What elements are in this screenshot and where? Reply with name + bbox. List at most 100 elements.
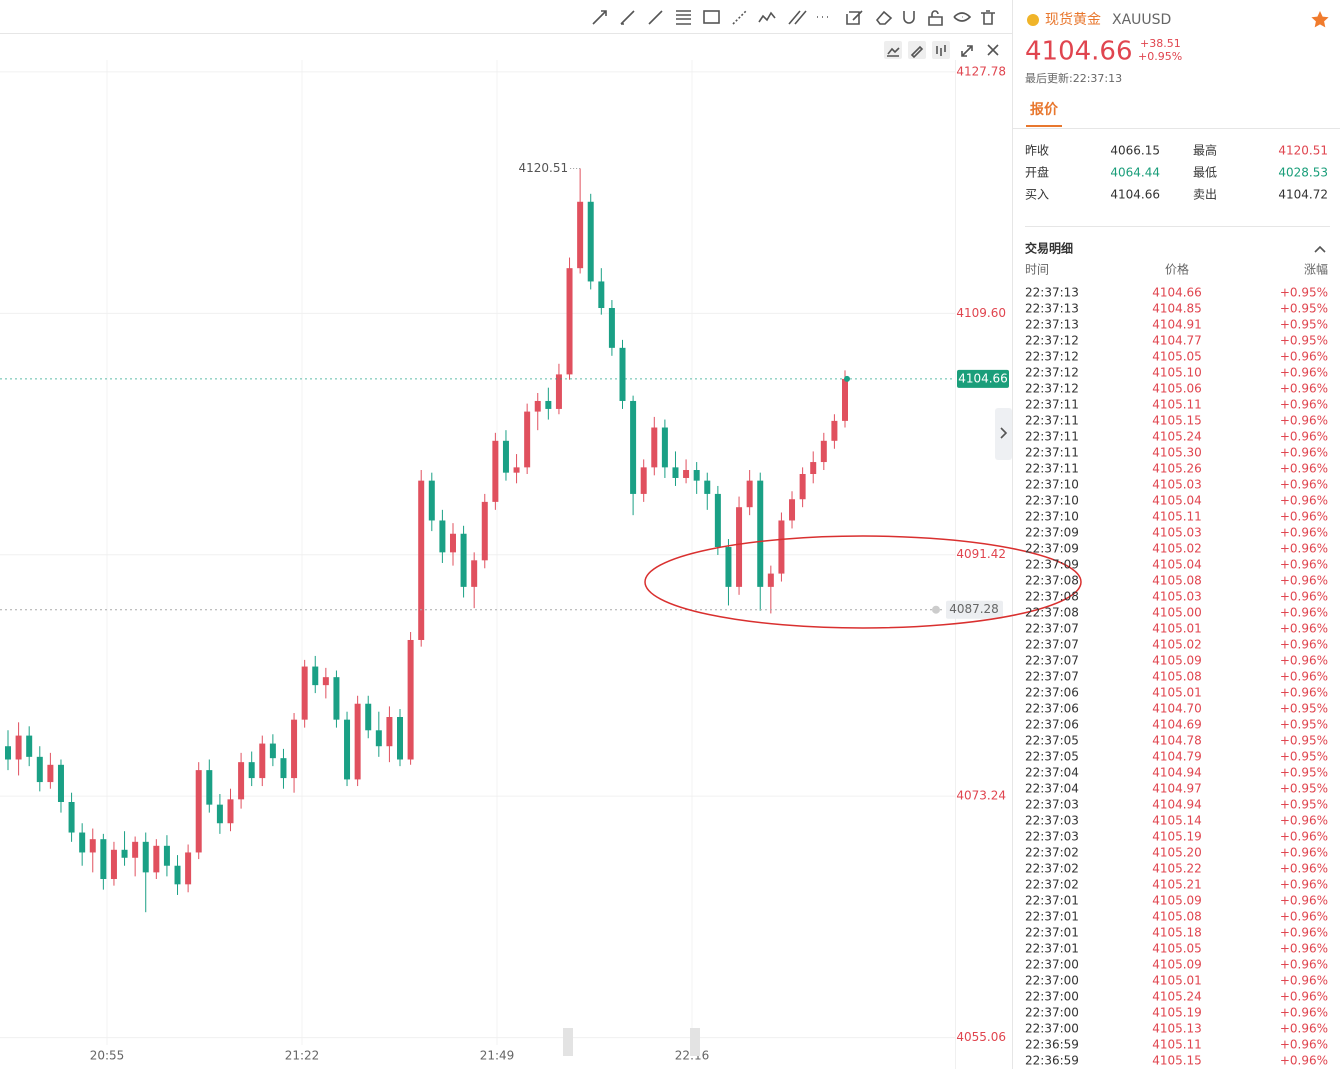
trade-time: 22:37:10 [1025,494,1079,508]
candle-body [449,533,456,553]
tool-magnet[interactable] [903,11,915,24]
candle-body [365,703,372,731]
candle-body [121,849,128,858]
tool-line[interactable] [620,10,635,25]
trade-time: 22:37:00 [1025,958,1079,972]
stat-label: 买入 [1025,188,1049,202]
trade-time: 22:37:05 [1025,734,1079,748]
candle-body [630,400,637,494]
candle-body [291,719,298,779]
trade-price: 4105.14 [1152,814,1202,828]
trade-price: 4105.03 [1152,478,1202,492]
trade-time: 22:37:08 [1025,574,1079,588]
candle-body [185,852,192,885]
tab-quote[interactable]: 报价 [1030,102,1059,118]
trade-time: 22:37:07 [1025,622,1079,636]
candle-body [344,719,351,780]
trade-time: 22:37:06 [1025,702,1079,716]
tool-wave[interactable] [758,11,776,23]
tool-lock[interactable] [928,10,943,26]
tool-eye[interactable] [953,12,972,22]
candle-body [206,770,213,805]
trade-change: +0.96% [1280,462,1328,476]
ctrl-close[interactable] [987,44,999,56]
trade-change: +0.96% [1280,622,1328,636]
trade-change: +0.96% [1280,974,1328,988]
tool-ray[interactable] [592,10,607,25]
trade-price: 4104.66 [1152,286,1202,300]
trade-time: 22:37:10 [1025,478,1079,492]
trade-price: 4105.00 [1152,606,1202,620]
panel-toggle[interactable] [995,408,1012,460]
trade-time: 22:37:11 [1025,414,1079,428]
tool-channel[interactable] [788,10,807,25]
trade-change: +0.96% [1280,638,1328,652]
trade-price: 4105.18 [1152,926,1202,940]
scroll-handle[interactable] [563,1028,573,1056]
trade-price: 4105.08 [1152,670,1202,684]
candle-body [524,411,531,468]
stat-value: 4028.53 [1278,166,1328,180]
trade-price: 4105.09 [1152,958,1202,972]
scroll-handle[interactable] [690,1028,700,1056]
trade-change: +0.96% [1280,958,1328,972]
candle-body [174,865,181,885]
stat-label: 最低 [1193,166,1217,180]
trade-time: 22:37:13 [1025,286,1079,300]
candle-body [36,756,43,783]
candle-body [651,427,658,468]
trade-change: +0.96% [1280,846,1328,860]
trade-change: +0.96% [1280,510,1328,524]
candle-body [566,268,573,375]
trade-price: 4105.01 [1152,974,1202,988]
collapse[interactable] [1314,245,1326,253]
trade-price: 4105.15 [1152,414,1202,428]
ctrl-expand[interactable] [961,45,973,57]
last-price-dot [844,375,850,382]
trade-time: 22:37:13 [1025,318,1079,332]
trade-price: 4105.05 [1152,350,1202,364]
trade-change: +0.96% [1280,670,1328,684]
tool-rect[interactable] [703,10,720,24]
candle-body [163,845,170,866]
trade-change: +0.96% [1280,558,1328,572]
trade-time: 22:37:00 [1025,1006,1079,1020]
trade-price: 4105.21 [1152,878,1202,892]
trade-time: 22:37:02 [1025,846,1079,860]
trade-change: +0.96% [1280,350,1328,364]
candle-body [89,839,96,853]
candle-body [439,520,446,553]
trade-time: 22:36:59 [1025,1054,1079,1068]
col-header: 价格 [1165,262,1189,277]
trade-change: +0.96% [1280,1022,1328,1036]
candle-body [100,839,107,880]
tool-text[interactable] [846,10,863,25]
trade-time: 22:37:01 [1025,942,1079,956]
trade-price: 4104.85 [1152,302,1202,316]
tool-segment[interactable] [648,10,663,25]
trade-time: 22:37:03 [1025,830,1079,844]
tool-delete[interactable] [981,10,995,25]
trade-price: 4104.69 [1152,718,1202,732]
tool-erase[interactable] [875,10,893,25]
tool-dash[interactable] [732,10,747,25]
trade-time: 22:36:59 [1025,1038,1079,1052]
stat-label: 卖出 [1193,188,1217,202]
trade-price: 4105.02 [1152,638,1202,652]
trade-change: +0.96% [1280,494,1328,508]
trade-time: 22:37:12 [1025,366,1079,380]
tool-fib[interactable] [676,10,691,25]
y-tick-label: 4127.78 [956,64,1006,78]
trade-change: +0.96% [1280,926,1328,940]
candle-body [460,533,467,587]
trade-change: +0.95% [1280,302,1328,316]
candle-body [227,799,234,824]
candle-body [238,762,245,800]
ctrl-icon [910,45,924,59]
high-label: 4120.51 [519,161,569,175]
favorite-star[interactable] [1311,11,1329,28]
trade-time: 22:37:04 [1025,782,1079,796]
trade-time: 22:37:06 [1025,686,1079,700]
